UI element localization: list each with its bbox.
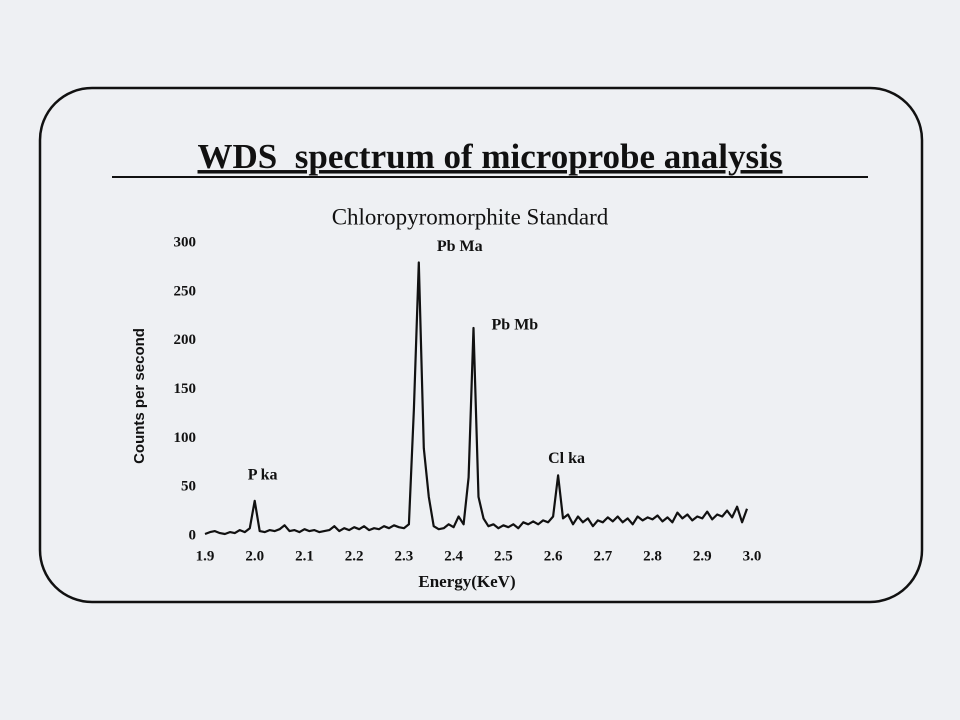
x-tick-label: 3.0: [743, 548, 762, 564]
y-axis-label: Counts per second: [131, 328, 148, 464]
y-tick-label: 100: [174, 430, 197, 446]
y-tick-label: 150: [174, 381, 197, 397]
chart-title: WDS spectrum of microprobe analysis: [198, 137, 783, 176]
x-tick-label: 2.5: [494, 548, 513, 564]
chart-subtitle: Chloropyromorphite Standard: [332, 204, 609, 229]
x-tick-label: 1.9: [196, 548, 215, 564]
peak-label: Pb Ma: [437, 238, 483, 255]
peak-label: Cl ka: [548, 450, 585, 467]
x-tick-label: 2.7: [593, 548, 612, 564]
x-tick-label: 2.2: [345, 548, 364, 564]
x-tick-label: 2.8: [643, 548, 662, 564]
x-tick-label: 2.6: [544, 548, 563, 564]
y-tick-label: 50: [181, 479, 196, 495]
peak-label: Pb Mb: [492, 317, 539, 334]
x-tick-label: 2.9: [693, 548, 712, 564]
y-tick-label: 0: [189, 527, 197, 543]
x-axis-label: Energy(KeV): [418, 572, 515, 591]
y-tick-label: 250: [174, 283, 197, 299]
y-tick-label: 300: [174, 234, 197, 250]
frame: [38, 86, 924, 604]
x-tick-label: 2.1: [295, 548, 314, 564]
peak-label: P ka: [248, 467, 278, 484]
x-tick-label: 2.0: [245, 548, 264, 564]
spectrum-line: [204, 261, 749, 536]
x-tick-label: 2.4: [444, 548, 463, 564]
y-tick-label: 200: [174, 332, 197, 348]
x-tick-label: 2.3: [395, 548, 414, 564]
